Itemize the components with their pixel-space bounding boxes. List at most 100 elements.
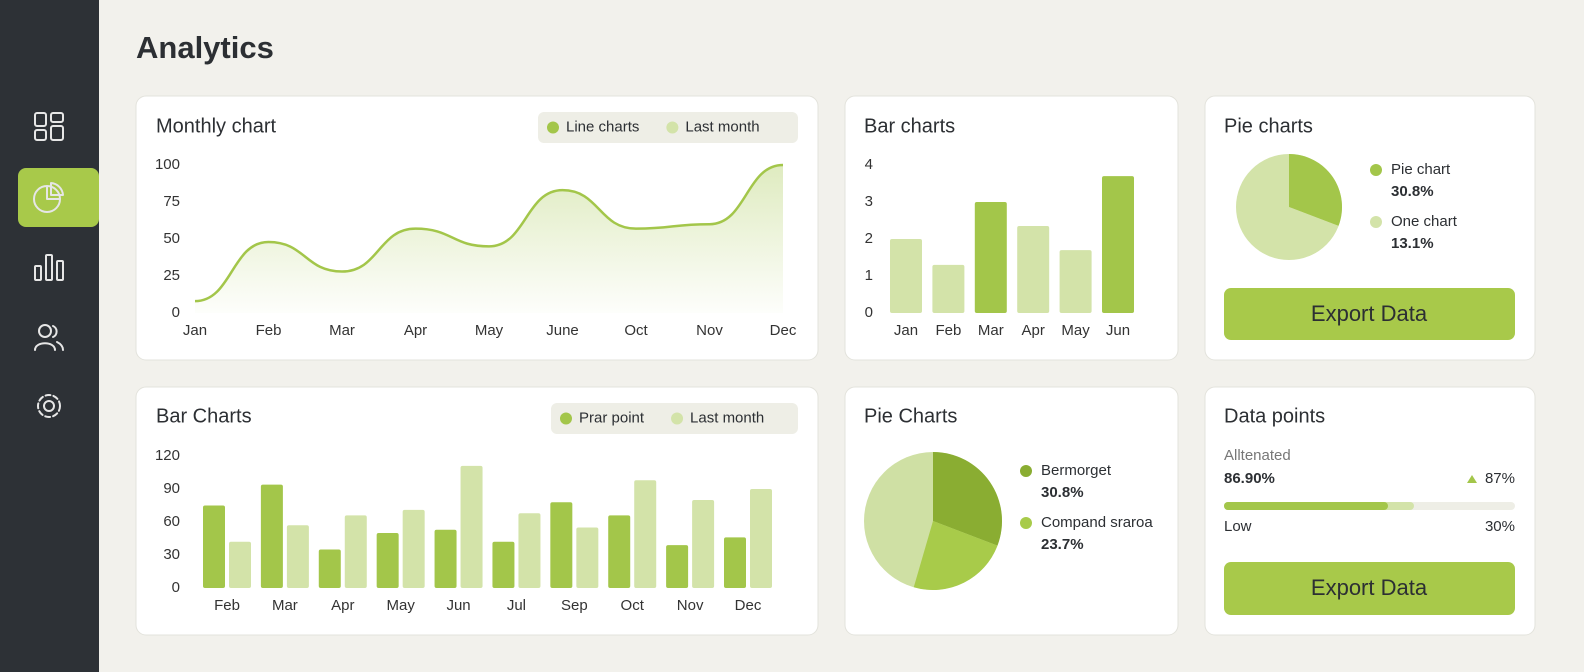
y-tick-label: 0: [172, 304, 180, 321]
legend-label: One chart: [1391, 213, 1458, 230]
y-tick-label: 25: [163, 267, 180, 284]
legend-label: Compand sraroa: [1041, 514, 1153, 531]
bar: [518, 513, 541, 588]
low-value: 30%: [1485, 518, 1515, 535]
pie-slice: [1289, 207, 1339, 257]
legend-swatch: [1020, 465, 1032, 477]
y-tick-label: 1: [865, 267, 873, 284]
value-label: 23.7%: [1041, 536, 1084, 553]
x-tick-label: Mar: [272, 597, 298, 614]
bar: [634, 480, 657, 588]
bar: [1102, 176, 1134, 313]
x-tick-label: Feb: [256, 322, 282, 339]
legend-label: Last month: [685, 118, 759, 135]
bar: [666, 545, 689, 588]
x-tick-label: Oct: [624, 322, 648, 339]
x-tick-label: Jan: [894, 322, 918, 339]
y-tick-label: 0: [865, 304, 873, 321]
pie-slice: [1289, 154, 1342, 226]
bar: [318, 549, 341, 588]
bar: [724, 537, 746, 588]
nav-settings[interactable]: [37, 394, 61, 418]
x-tick-label: Jun: [446, 597, 470, 614]
x-tick-label: Nov: [696, 322, 723, 339]
y-tick-label: 50: [163, 230, 180, 247]
pie-slice: [933, 452, 1002, 546]
card-title: Data points: [1224, 405, 1325, 427]
y-tick-label: 4: [865, 156, 873, 173]
x-tick-label: Mar: [978, 322, 1004, 339]
card-title: Pie Charts: [864, 405, 957, 427]
card: [844, 95, 1179, 361]
x-tick-label: May: [386, 597, 415, 614]
metric-value: 86.90%: [1224, 470, 1275, 487]
nav-users[interactable]: [34, 324, 64, 351]
x-tick-label: June: [546, 322, 579, 339]
y-tick-label: 75: [163, 193, 180, 210]
export-button[interactable]: [1224, 562, 1515, 615]
legend-label: Last month: [690, 409, 764, 426]
nav-dashboard[interactable]: [34, 112, 64, 141]
x-tick-label: Dec: [770, 322, 797, 339]
metric-change: 87%: [1485, 470, 1515, 487]
bar: [203, 505, 225, 588]
legend-label: Bermorget: [1041, 462, 1112, 479]
export-button[interactable]: [1224, 288, 1515, 340]
bar: [974, 202, 1007, 313]
card-title: Bar Charts: [156, 405, 252, 427]
bar: [576, 527, 599, 588]
bar: [260, 484, 283, 588]
bar: [286, 525, 309, 588]
x-tick-label: Apr: [1022, 322, 1045, 339]
y-tick-label: 2: [865, 230, 873, 247]
bar: [344, 515, 367, 588]
legend-swatch: [560, 412, 572, 425]
legend-label: Line charts: [566, 118, 639, 135]
sidebar-active: [18, 168, 99, 227]
y-tick-label: 120: [155, 447, 180, 464]
bar: [376, 533, 399, 588]
legend-swatch: [547, 121, 559, 134]
x-tick-label: Mar: [329, 322, 355, 339]
x-tick-label: Apr: [331, 597, 354, 614]
x-tick-label: Apr: [404, 322, 427, 339]
bar: [1059, 250, 1092, 313]
x-tick-label: Dec: [735, 597, 762, 614]
page-title: Analytics: [136, 30, 274, 65]
export-button-label[interactable]: Export Data: [1311, 301, 1428, 326]
area: [195, 165, 783, 313]
legend-swatch: [1020, 517, 1032, 529]
legend-swatch: [666, 121, 679, 134]
nav-pie[interactable]: [33, 182, 64, 213]
bar: [550, 502, 573, 588]
line: [194, 163, 784, 303]
bar: [750, 489, 772, 588]
bar: [932, 264, 965, 313]
x-tick-label: Jan: [183, 322, 207, 339]
bar: [492, 541, 515, 588]
x-tick-label: May: [1061, 322, 1090, 339]
x-tick-label: Jul: [507, 597, 526, 614]
bar: [402, 509, 425, 588]
nav-bars[interactable]: [34, 254, 64, 281]
metric-label: Alltenated: [1224, 447, 1291, 464]
bar: [229, 541, 251, 588]
y-tick-label: 60: [163, 513, 180, 530]
x-tick-label: Nov: [677, 597, 704, 614]
card-title: Bar charts: [864, 115, 955, 137]
value-label: 13.1%: [1391, 235, 1434, 252]
x-tick-label: May: [475, 322, 504, 339]
legend-swatch: [1370, 164, 1382, 176]
export-button-label[interactable]: Export Data: [1311, 575, 1428, 600]
bar: [1017, 226, 1050, 313]
up-arrow: [1467, 475, 1477, 483]
x-tick-label: Feb: [935, 322, 961, 339]
legend-swatch: [1370, 216, 1382, 228]
legend-label: Prar point: [579, 409, 645, 426]
bar: [608, 515, 631, 588]
card-title: Pie charts: [1224, 115, 1313, 137]
value-label: 30.8%: [1041, 484, 1084, 501]
y-tick-label: 30: [163, 546, 180, 563]
card-title: Monthly chart: [156, 115, 276, 137]
